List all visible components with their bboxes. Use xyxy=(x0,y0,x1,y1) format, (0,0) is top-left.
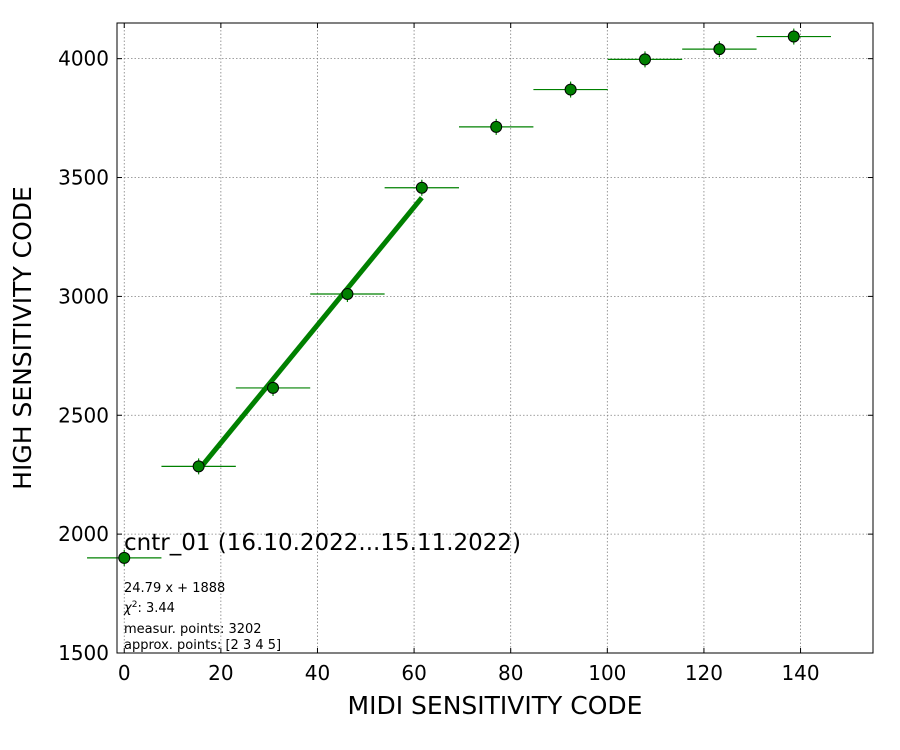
grid xyxy=(117,23,873,654)
x-tick-label: 60 xyxy=(401,661,426,685)
fit-line xyxy=(196,196,424,472)
x-tick-label: 120 xyxy=(685,661,723,685)
fit-line-group xyxy=(196,196,424,472)
y-tick-label: 1500 xyxy=(58,641,109,665)
chart-title: cntr_01 (16.10.2022...15.11.2022) xyxy=(124,530,521,556)
x-tick-label: 100 xyxy=(588,661,626,685)
data-point xyxy=(192,460,205,473)
data-point xyxy=(415,181,428,194)
data-point xyxy=(787,30,800,43)
y-tick-label: 4000 xyxy=(58,47,109,71)
y-tick-label: 3000 xyxy=(58,284,109,308)
x-tick-label: 20 xyxy=(208,661,233,685)
x-axis-label: MIDI SENSITIVITY CODE xyxy=(348,691,643,720)
approx-points: approx. points: [2 3 4 5] xyxy=(124,638,281,653)
x-tick-label: 80 xyxy=(498,661,523,685)
chi-square-value: : 3.44 xyxy=(137,601,174,616)
data-point xyxy=(267,381,280,394)
data-point xyxy=(341,288,354,301)
y-tick-label: 3500 xyxy=(58,166,109,190)
measurement-points: measur. points: 3202 xyxy=(124,622,262,637)
data-point xyxy=(713,43,726,56)
y-tick-label: 2500 xyxy=(58,403,109,427)
data-point xyxy=(118,551,131,564)
chi-square: χ2: 3.44 xyxy=(123,600,175,616)
axis-ticks: 0 20 40 60 80 100 120 140 1500 2000 2500 3000 3500 40… xyxy=(58,23,873,685)
x-tick-label: 140 xyxy=(781,661,819,685)
y-tick-label: 2000 xyxy=(58,522,109,546)
error-bars xyxy=(87,28,831,566)
y-axis-label: HIGH SENSITIVITY CODE xyxy=(8,186,37,490)
plot-frame xyxy=(116,22,874,654)
data-point xyxy=(638,53,651,66)
data-point xyxy=(490,120,503,133)
x-tick-label: 40 xyxy=(305,661,330,685)
x-tick-label: 0 xyxy=(118,661,131,685)
data-points xyxy=(118,30,800,564)
data-point xyxy=(564,83,577,96)
fit-equation: 24.79 x + 1888 xyxy=(124,581,225,596)
